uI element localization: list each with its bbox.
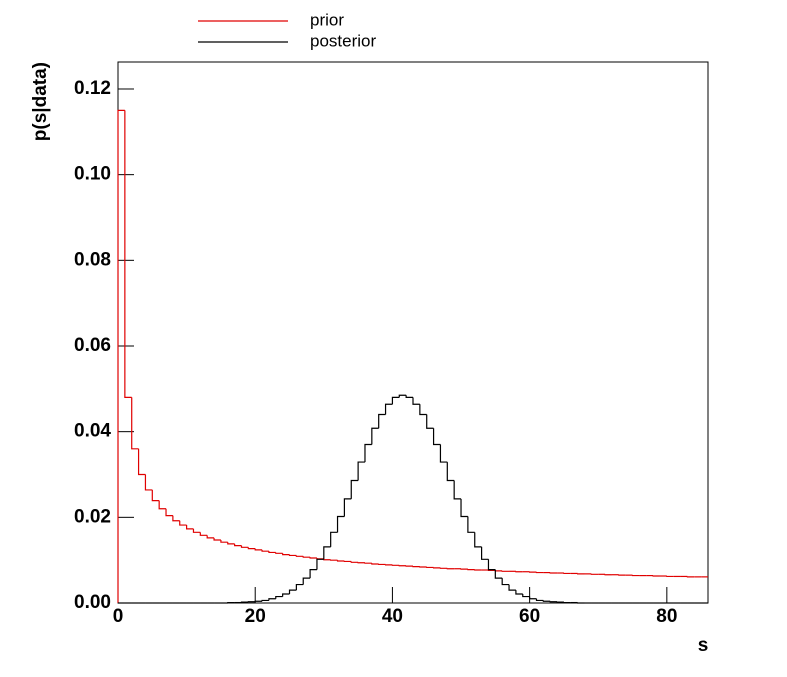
- histogram-step: [384, 403, 393, 415]
- x-tick-label: 80: [656, 606, 677, 627]
- histogram-step: [357, 461, 365, 481]
- y-tick-label: 0.02: [74, 506, 111, 527]
- histogram-step: [268, 598, 276, 601]
- histogram-step: [295, 555, 304, 557]
- histogram-step: [282, 553, 290, 556]
- histogram-step: [508, 584, 516, 591]
- histogram-step: [405, 395, 413, 398]
- histogram-step: [336, 515, 345, 533]
- histogram-step: [295, 583, 304, 591]
- histogram-step: [453, 480, 462, 500]
- histogram-step: [515, 590, 523, 595]
- histogram-step: [288, 589, 297, 595]
- y-axis-label: p(s|data): [30, 62, 51, 141]
- histogram-step: [343, 498, 352, 517]
- histogram-step: [275, 595, 283, 599]
- histogram-step: [302, 577, 311, 585]
- histogram-step: [254, 548, 263, 551]
- y-tick-label: 0.00: [74, 592, 111, 613]
- histogram-step: [199, 532, 208, 536]
- histogram-step: [439, 444, 448, 463]
- histogram-step: [261, 549, 269, 552]
- histogram-step: [275, 552, 283, 554]
- histogram-step: [309, 557, 317, 559]
- y-tick-label: 0.04: [74, 421, 111, 442]
- histogram-step: [336, 560, 345, 562]
- histogram-step: [186, 525, 194, 530]
- histogram-step: [522, 594, 530, 598]
- histogram-step: [192, 528, 201, 533]
- histogram-step: [467, 516, 475, 533]
- histogram-step: [446, 462, 455, 482]
- histogram-step: [398, 394, 407, 398]
- y-tick-label: 0.12: [74, 78, 111, 99]
- histogram-step: [432, 428, 441, 446]
- histogram-step: [247, 547, 256, 550]
- histogram-step: [144, 474, 153, 491]
- histogram-step: [494, 569, 503, 579]
- legend-label: posterior: [310, 31, 376, 50]
- histogram-step: [137, 448, 146, 476]
- y-tick-label: 0.06: [74, 335, 111, 356]
- histogram-step: [350, 561, 359, 563]
- legend-label: prior: [310, 10, 344, 29]
- histogram-step: [412, 397, 420, 405]
- histogram-step: [364, 443, 372, 463]
- histogram-step: [131, 397, 139, 450]
- histogram-step: [487, 559, 496, 571]
- histogram-step: [330, 531, 338, 547]
- histogram-step: [378, 413, 386, 429]
- histogram-step: [165, 508, 173, 517]
- histogram-step: [117, 109, 125, 603]
- histogram-step: [268, 551, 276, 554]
- histogram-step: [220, 540, 228, 543]
- y-tick-label: 0.08: [74, 249, 111, 270]
- histogram-step: [288, 554, 297, 557]
- plot-frame: [117, 61, 709, 604]
- histogram-step: [419, 404, 427, 416]
- histogram-step: [350, 479, 359, 499]
- x-axis-label: s: [698, 635, 709, 656]
- histogram-step: [261, 599, 269, 602]
- histogram-step: [481, 546, 489, 560]
- histogram-step: [206, 535, 215, 539]
- histogram-step: [535, 598, 544, 602]
- histogram-step: [426, 414, 434, 429]
- histogram-step: [234, 543, 242, 547]
- histogram-step: [158, 500, 167, 510]
- histogram-step: [371, 563, 379, 565]
- histogram-step: [474, 532, 482, 548]
- histogram-step: [316, 558, 324, 570]
- histogram-step: [227, 542, 235, 545]
- x-tick-label: 20: [245, 606, 266, 627]
- histogram-step: [124, 110, 132, 398]
- histogram-step: [323, 546, 331, 560]
- x-tick-label: 0: [113, 606, 124, 627]
- histogram-step: [179, 520, 187, 526]
- y-tick-label: 0.10: [74, 164, 111, 185]
- histogram-step: [151, 489, 160, 502]
- histogram-step: [282, 593, 290, 597]
- histogram-step: [240, 545, 249, 548]
- x-tick-label: 60: [519, 606, 540, 627]
- x-tick-label: 40: [382, 606, 403, 627]
- histogram-step: [323, 558, 331, 561]
- histogram-step: [529, 596, 537, 600]
- histogram-step: [501, 578, 510, 586]
- histogram-step: [460, 498, 468, 518]
- histogram-step: [371, 427, 379, 445]
- histogram-step: [172, 515, 180, 522]
- histogram-step: [391, 396, 400, 405]
- histogram-step: [213, 537, 221, 541]
- histogram-step: [309, 568, 317, 579]
- histogram-step: [302, 556, 311, 558]
- histogram-step: [542, 600, 551, 602]
